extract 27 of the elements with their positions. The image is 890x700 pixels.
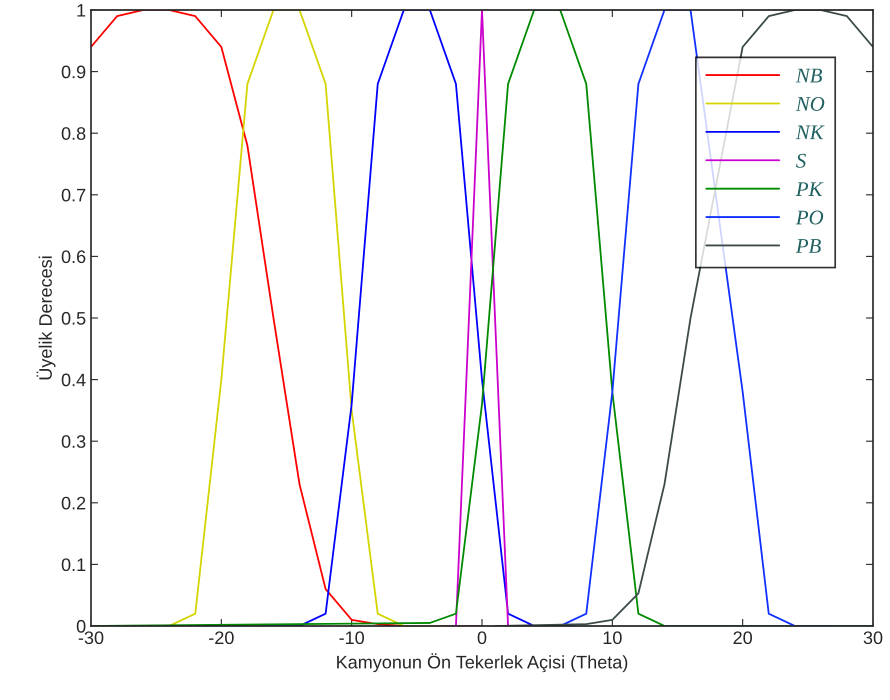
x-tick-label: -30 — [78, 631, 104, 644]
y-tick-label: 0.1 — [62, 558, 86, 572]
x-tick-label: 20 — [734, 631, 752, 644]
legend-label: NK — [796, 126, 825, 140]
y-tick-label: 0.5 — [62, 312, 86, 325]
legend-label: PO — [796, 210, 824, 225]
legend-label: S — [796, 154, 806, 168]
legend-label: PB — [796, 239, 821, 253]
y-tick-label: 0.9 — [62, 66, 86, 78]
y-tick-label: 0.6 — [62, 250, 86, 264]
y-tick-label: 0.3 — [62, 435, 86, 448]
x-tick-label: -20 — [209, 631, 234, 644]
y-tick-label: 0.8 — [62, 127, 86, 140]
x-axis-title: Kamyonun Ön Tekerlek Açisi (Theta) — [337, 653, 628, 672]
legend-label: NO — [796, 96, 824, 111]
y-tick-label: 1 — [77, 4, 86, 17]
x-tick-label: 0 — [478, 631, 486, 644]
y-tick-label: 0 — [76, 620, 86, 633]
legend-label: NB — [796, 68, 822, 82]
y-tick-label: 0.2 — [62, 496, 86, 510]
y-tick-label: 0.4 — [62, 374, 86, 386]
x-tick-label: 30 — [864, 631, 882, 644]
y-tick-label: 0.7 — [62, 188, 86, 202]
y-axis-title: Üyelik Derecesi — [36, 256, 56, 380]
x-tick-label: -10 — [339, 631, 364, 644]
x-tick-label: 10 — [604, 631, 622, 644]
legend-label: PK — [796, 182, 824, 196]
